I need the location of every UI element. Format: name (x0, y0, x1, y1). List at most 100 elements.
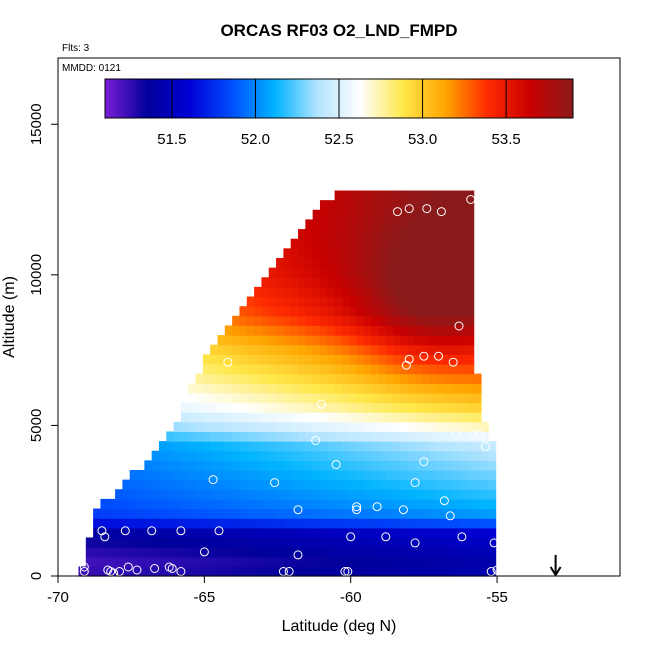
heatmap-cell (217, 566, 226, 577)
heatmap-cell (283, 392, 292, 404)
heatmap-cell (210, 412, 219, 423)
heatmap-cell (180, 556, 189, 567)
heatmap-cell (371, 489, 380, 500)
heatmap-cell (173, 566, 182, 577)
heatmap-cell (385, 402, 394, 413)
heatmap-cell (158, 547, 167, 558)
heatmap-cell (158, 479, 167, 490)
heatmap-cell (451, 354, 460, 365)
heatmap-cell (480, 547, 489, 558)
heatmap-cell (393, 392, 402, 404)
heatmap-cell (378, 229, 387, 240)
heatmap-cell (371, 344, 380, 355)
heatmap-cell (415, 219, 424, 230)
heatmap-cell (415, 229, 424, 240)
heatmap-cell (188, 508, 197, 519)
heatmap-cell (415, 566, 424, 577)
heatmap-cell (276, 412, 284, 423)
heatmap-cell (415, 248, 424, 259)
heatmap-cell (400, 354, 409, 365)
heatmap-cell (341, 412, 350, 423)
heatmap-cell (290, 257, 299, 269)
heatmap-cell (327, 335, 336, 346)
colorbar-segment (302, 79, 307, 118)
heatmap-cell (466, 498, 475, 510)
observation-point (434, 351, 443, 361)
heatmap-cell (298, 489, 306, 500)
x-tick-label: -60 (340, 589, 362, 606)
heatmap-cell (107, 498, 116, 510)
heatmap-cell (385, 354, 394, 365)
heatmap-cell (283, 248, 292, 259)
heatmap-cell (466, 296, 475, 307)
heatmap-cell (276, 537, 284, 548)
heatmap-cell (202, 354, 211, 365)
heatmap-cell (100, 537, 109, 548)
heatmap-cell (144, 498, 153, 510)
colorbar-segment (469, 79, 474, 118)
heatmap-cell (268, 306, 277, 317)
colorbar-segment (278, 79, 283, 118)
heatmap-cell (268, 363, 277, 375)
heatmap-cell (349, 190, 358, 201)
heatmap-cell (283, 556, 292, 567)
heatmap-cell (341, 363, 350, 375)
heatmap-cell (276, 556, 284, 567)
heatmap-cell (188, 527, 197, 539)
heatmap-cell (371, 556, 380, 567)
heatmap-cell (319, 296, 328, 307)
heatmap-cell (356, 248, 365, 259)
heatmap-cell (232, 392, 241, 404)
heatmap-cell (334, 190, 343, 201)
heatmap-cell (385, 460, 394, 471)
heatmap-cell (327, 556, 336, 567)
y-tick-label: 0 (28, 572, 45, 580)
heatmap-cell (459, 556, 467, 567)
heatmap-cell (276, 498, 284, 510)
heatmap-cell (437, 402, 445, 413)
heatmap-cell (312, 412, 321, 423)
heatmap-cell (444, 469, 453, 481)
heatmap-cell (385, 229, 394, 240)
heatmap-cell (466, 219, 475, 230)
arrow-marker (549, 554, 562, 577)
heatmap-cell (261, 412, 270, 423)
observation-point (393, 207, 402, 217)
colorbar-tick-label: 53.0 (408, 131, 437, 148)
colorbar-segment (225, 79, 230, 118)
heatmap-cell (459, 229, 467, 240)
heatmap-cell (246, 344, 255, 355)
heatmap-cell (444, 354, 453, 365)
heatmap-cell (268, 421, 277, 433)
heatmap-cell (422, 277, 431, 288)
heatmap-cell (166, 508, 175, 519)
heatmap-cell (232, 441, 241, 452)
heatmap-cell (444, 200, 453, 211)
heatmap-cell (363, 402, 372, 413)
heatmap-cell (480, 556, 489, 567)
heatmap-cell (312, 373, 321, 384)
heatmap-cell (327, 547, 336, 558)
heatmap-cell (415, 335, 424, 346)
heatmap-cell (349, 344, 358, 355)
heatmap-cell (378, 257, 387, 269)
colorbar-segment (359, 79, 363, 118)
heatmap-cell (334, 556, 343, 567)
colorbar-segment (546, 79, 551, 118)
heatmap-cell (283, 479, 292, 490)
heatmap-cell (319, 383, 328, 394)
colorbar-segment (125, 79, 129, 118)
heatmap-cell (261, 363, 270, 375)
heatmap-cell (261, 296, 270, 307)
heatmap-cell (268, 383, 277, 394)
heatmap-cell (305, 248, 314, 259)
heatmap-cell (276, 325, 284, 336)
heatmap-cell (429, 267, 438, 278)
observation-point (492, 565, 502, 575)
heatmap-cell (276, 257, 284, 269)
heatmap-cell (305, 286, 314, 298)
heatmap-cell (202, 421, 211, 433)
heatmap-cell (224, 412, 233, 423)
heatmap-cell (451, 325, 460, 336)
colorbar-segment (131, 79, 136, 118)
